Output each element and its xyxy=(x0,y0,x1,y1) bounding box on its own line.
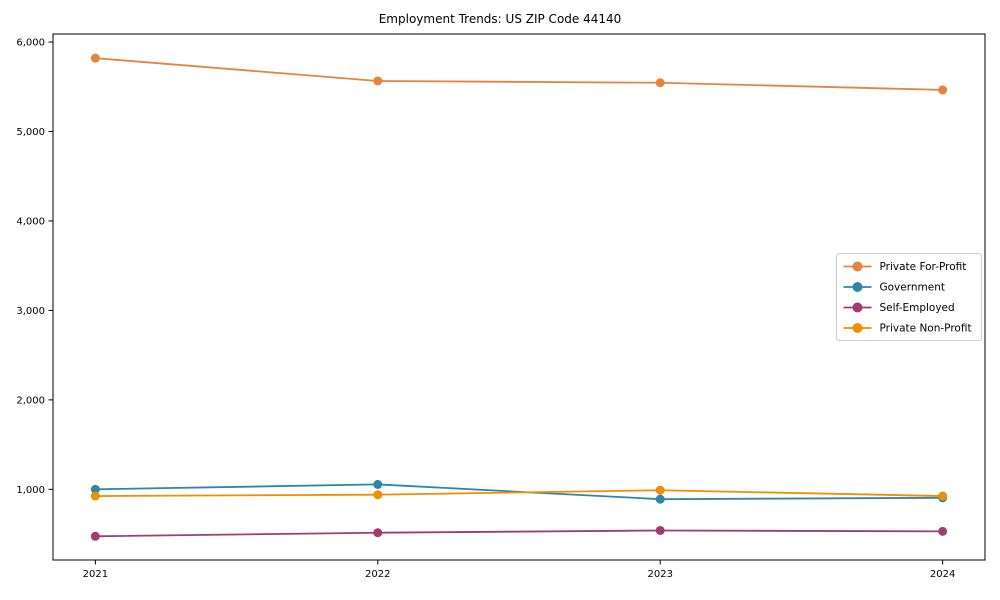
legend-label: Private For-Profit xyxy=(880,261,967,273)
data-point-marker xyxy=(90,53,100,63)
legend: Private For-Profit Government Self-Employe… xyxy=(836,253,982,341)
data-point-marker xyxy=(938,491,948,501)
legend-marker xyxy=(852,323,863,333)
data-point-marker xyxy=(373,528,383,538)
data-point-marker xyxy=(938,85,948,95)
data-point-marker xyxy=(373,479,383,489)
legend-label: Private Non-Profit xyxy=(880,323,972,335)
x-axis-tick-label: 2023 xyxy=(647,569,672,580)
data-point-marker xyxy=(373,76,383,86)
data-point-marker xyxy=(655,525,665,535)
data-point-marker xyxy=(655,485,665,495)
data-point-marker xyxy=(90,484,100,494)
chart-title: Employment Trends: US ZIP Code 44140 xyxy=(378,12,622,26)
series-line xyxy=(95,57,943,91)
series-line xyxy=(95,529,943,538)
legend-label: Self-Employed xyxy=(880,302,955,314)
legend-label: Government xyxy=(880,282,945,294)
x-axis-tick-label: 2024 xyxy=(930,569,955,580)
data-point-marker xyxy=(90,491,100,501)
y-axis-tick-label: 2,000 xyxy=(16,395,45,406)
y-axis-tick-label: 5,000 xyxy=(16,127,45,138)
x-axis-tick-label: 2022 xyxy=(365,569,390,580)
series-line xyxy=(95,489,943,497)
data-point-marker xyxy=(655,78,665,88)
legend-marker xyxy=(852,282,863,292)
y-axis-tick-label: 6,000 xyxy=(16,38,45,49)
plot-frame xyxy=(52,33,986,561)
data-point-marker xyxy=(373,490,383,500)
legend-marker xyxy=(852,302,863,313)
data-point-marker xyxy=(90,531,100,541)
legend-frame xyxy=(836,253,982,341)
y-axis-tick-label: 4,000 xyxy=(16,216,45,227)
data-point-marker xyxy=(655,494,665,504)
y-axis-tick-label: 1,000 xyxy=(16,485,45,496)
x-axis-tick-label: 2021 xyxy=(83,569,108,580)
data-point-marker xyxy=(938,526,948,536)
y-axis-tick-label: 3,000 xyxy=(16,306,45,317)
legend-marker xyxy=(852,261,863,272)
